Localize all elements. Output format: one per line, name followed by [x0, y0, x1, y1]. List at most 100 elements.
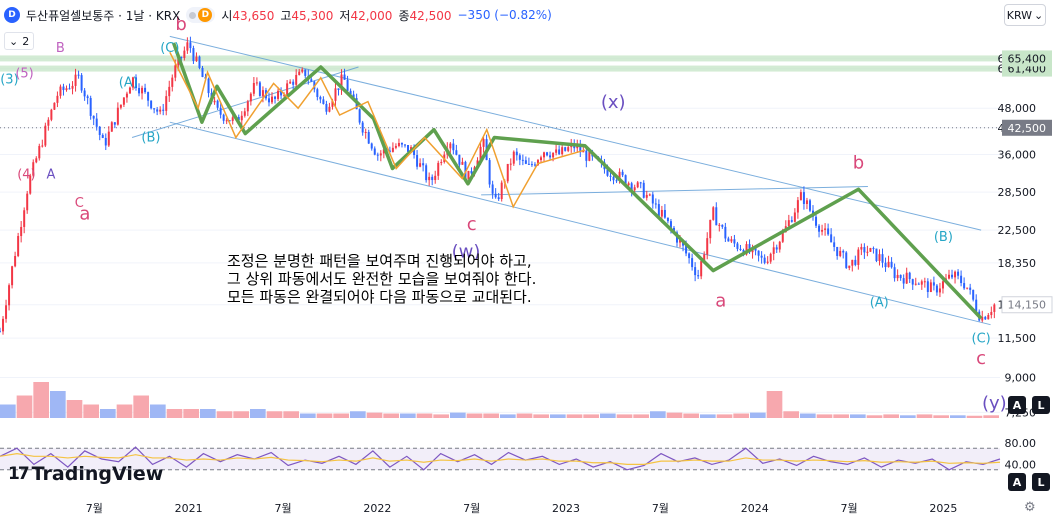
x-tick-label: 2022 [363, 502, 391, 515]
candle-body [518, 155, 521, 160]
candle-body [923, 281, 926, 283]
wave-label: (C) [160, 41, 179, 56]
volume-bar [850, 414, 866, 418]
candle-body [17, 236, 20, 256]
candle-body [787, 220, 790, 227]
symbol-title[interactable]: 두산퓨얼셀보통주 · 1날 · KRX [26, 8, 181, 23]
candle-body [869, 248, 872, 252]
candle-body [651, 194, 654, 204]
wave-label: (5) [15, 67, 33, 82]
wave-label: a [79, 204, 90, 225]
candle-body [267, 98, 270, 103]
candle-body [168, 86, 171, 97]
candle-body [289, 81, 292, 84]
candle-body [391, 147, 394, 152]
volume-bar [533, 414, 549, 418]
candle-body [932, 282, 935, 286]
candle-body [606, 169, 609, 176]
candle-body [243, 111, 246, 116]
volume-bar [316, 413, 333, 418]
candle-body [110, 122, 113, 132]
status-pill[interactable]: D [186, 7, 216, 23]
candle-body [428, 176, 431, 181]
log-scale-button[interactable]: L [1032, 396, 1050, 414]
candle-body [872, 248, 875, 250]
rsi-log-scale-button[interactable]: L [1032, 473, 1050, 491]
volume-bar [250, 409, 266, 418]
currency-selector[interactable]: KRW ⌄ [1004, 4, 1046, 26]
candle-body [718, 224, 721, 226]
candle-body [654, 203, 657, 205]
volume-bar [400, 413, 416, 418]
candle-body [8, 285, 11, 306]
x-tick-label: 2024 [741, 502, 769, 515]
price-band [0, 55, 1000, 62]
y-tick-label: 22,500 [998, 224, 1037, 237]
candle-body [228, 120, 231, 122]
candle-body [703, 254, 706, 262]
volume-bar [616, 414, 633, 418]
rsi-auto-scale-button[interactable]: A [1008, 473, 1026, 491]
candle-body [539, 157, 542, 161]
candle-body [0, 331, 1, 333]
candle-body [352, 94, 355, 99]
volume-bar [833, 414, 849, 418]
candle-body [38, 145, 41, 159]
chevron-down-icon: ⌄ [1034, 8, 1044, 22]
volume-bar [416, 413, 433, 418]
candle-body [35, 158, 38, 163]
annotation-note[interactable]: 조정은 분명한 패턴을 보여주며 진행되어야 하고, 그 상위 파동에서도 완전한… [227, 252, 536, 306]
indicator-toggle[interactable]: ⌄ 2 [4, 32, 35, 50]
candle-body [993, 304, 996, 312]
volume-bar [50, 391, 66, 418]
price-band [0, 65, 1000, 72]
settings-gear-icon[interactable]: ⚙ [1024, 500, 1036, 515]
candle-body [552, 152, 555, 158]
candle-body [283, 94, 286, 96]
candle-body [778, 241, 781, 250]
brand-name: TradingView [31, 463, 164, 485]
candle-body [340, 74, 343, 90]
candle-body [26, 193, 29, 211]
auto-scale-button[interactable]: A [1008, 396, 1026, 414]
candle-body [857, 249, 860, 265]
candle-body [893, 267, 896, 279]
wave-label: B [56, 41, 65, 56]
candle-body [730, 239, 733, 242]
x-tick-label: 7월 [652, 502, 669, 515]
tradingview-logo[interactable]: 17 TradingView [8, 463, 163, 485]
candle-body [95, 118, 98, 127]
candle-body [491, 184, 494, 194]
candle-body [685, 245, 688, 254]
wave-label: (A) [119, 75, 138, 90]
candle-body [337, 88, 340, 90]
volume-bar [266, 411, 283, 418]
candle-body [564, 147, 567, 151]
candle-body [83, 90, 86, 97]
candle-body [162, 109, 165, 111]
volume-bar [100, 409, 116, 418]
currency-label: KRW [1006, 8, 1033, 22]
volume-bar [733, 413, 749, 418]
volume-bar [300, 413, 316, 418]
wave-path-orange [169, 51, 586, 209]
wave-label: (C) [972, 331, 991, 346]
candle-body [929, 282, 932, 292]
candle-body [866, 251, 869, 253]
candle-body [207, 78, 210, 94]
candle-body [772, 247, 775, 254]
candle-body [902, 278, 905, 284]
candle-body [494, 193, 497, 198]
candle-body [180, 56, 183, 58]
wave-label: (B) [934, 230, 953, 245]
candle-body [833, 242, 836, 247]
candle-body [183, 50, 186, 58]
x-tick-label: 7월 [840, 502, 857, 515]
candle-body [280, 90, 283, 96]
candle-body [240, 115, 243, 121]
candle-body [135, 77, 138, 89]
y-tick-label: 18,350 [998, 257, 1037, 270]
candle-body [715, 207, 718, 226]
volume-bar [666, 412, 683, 418]
